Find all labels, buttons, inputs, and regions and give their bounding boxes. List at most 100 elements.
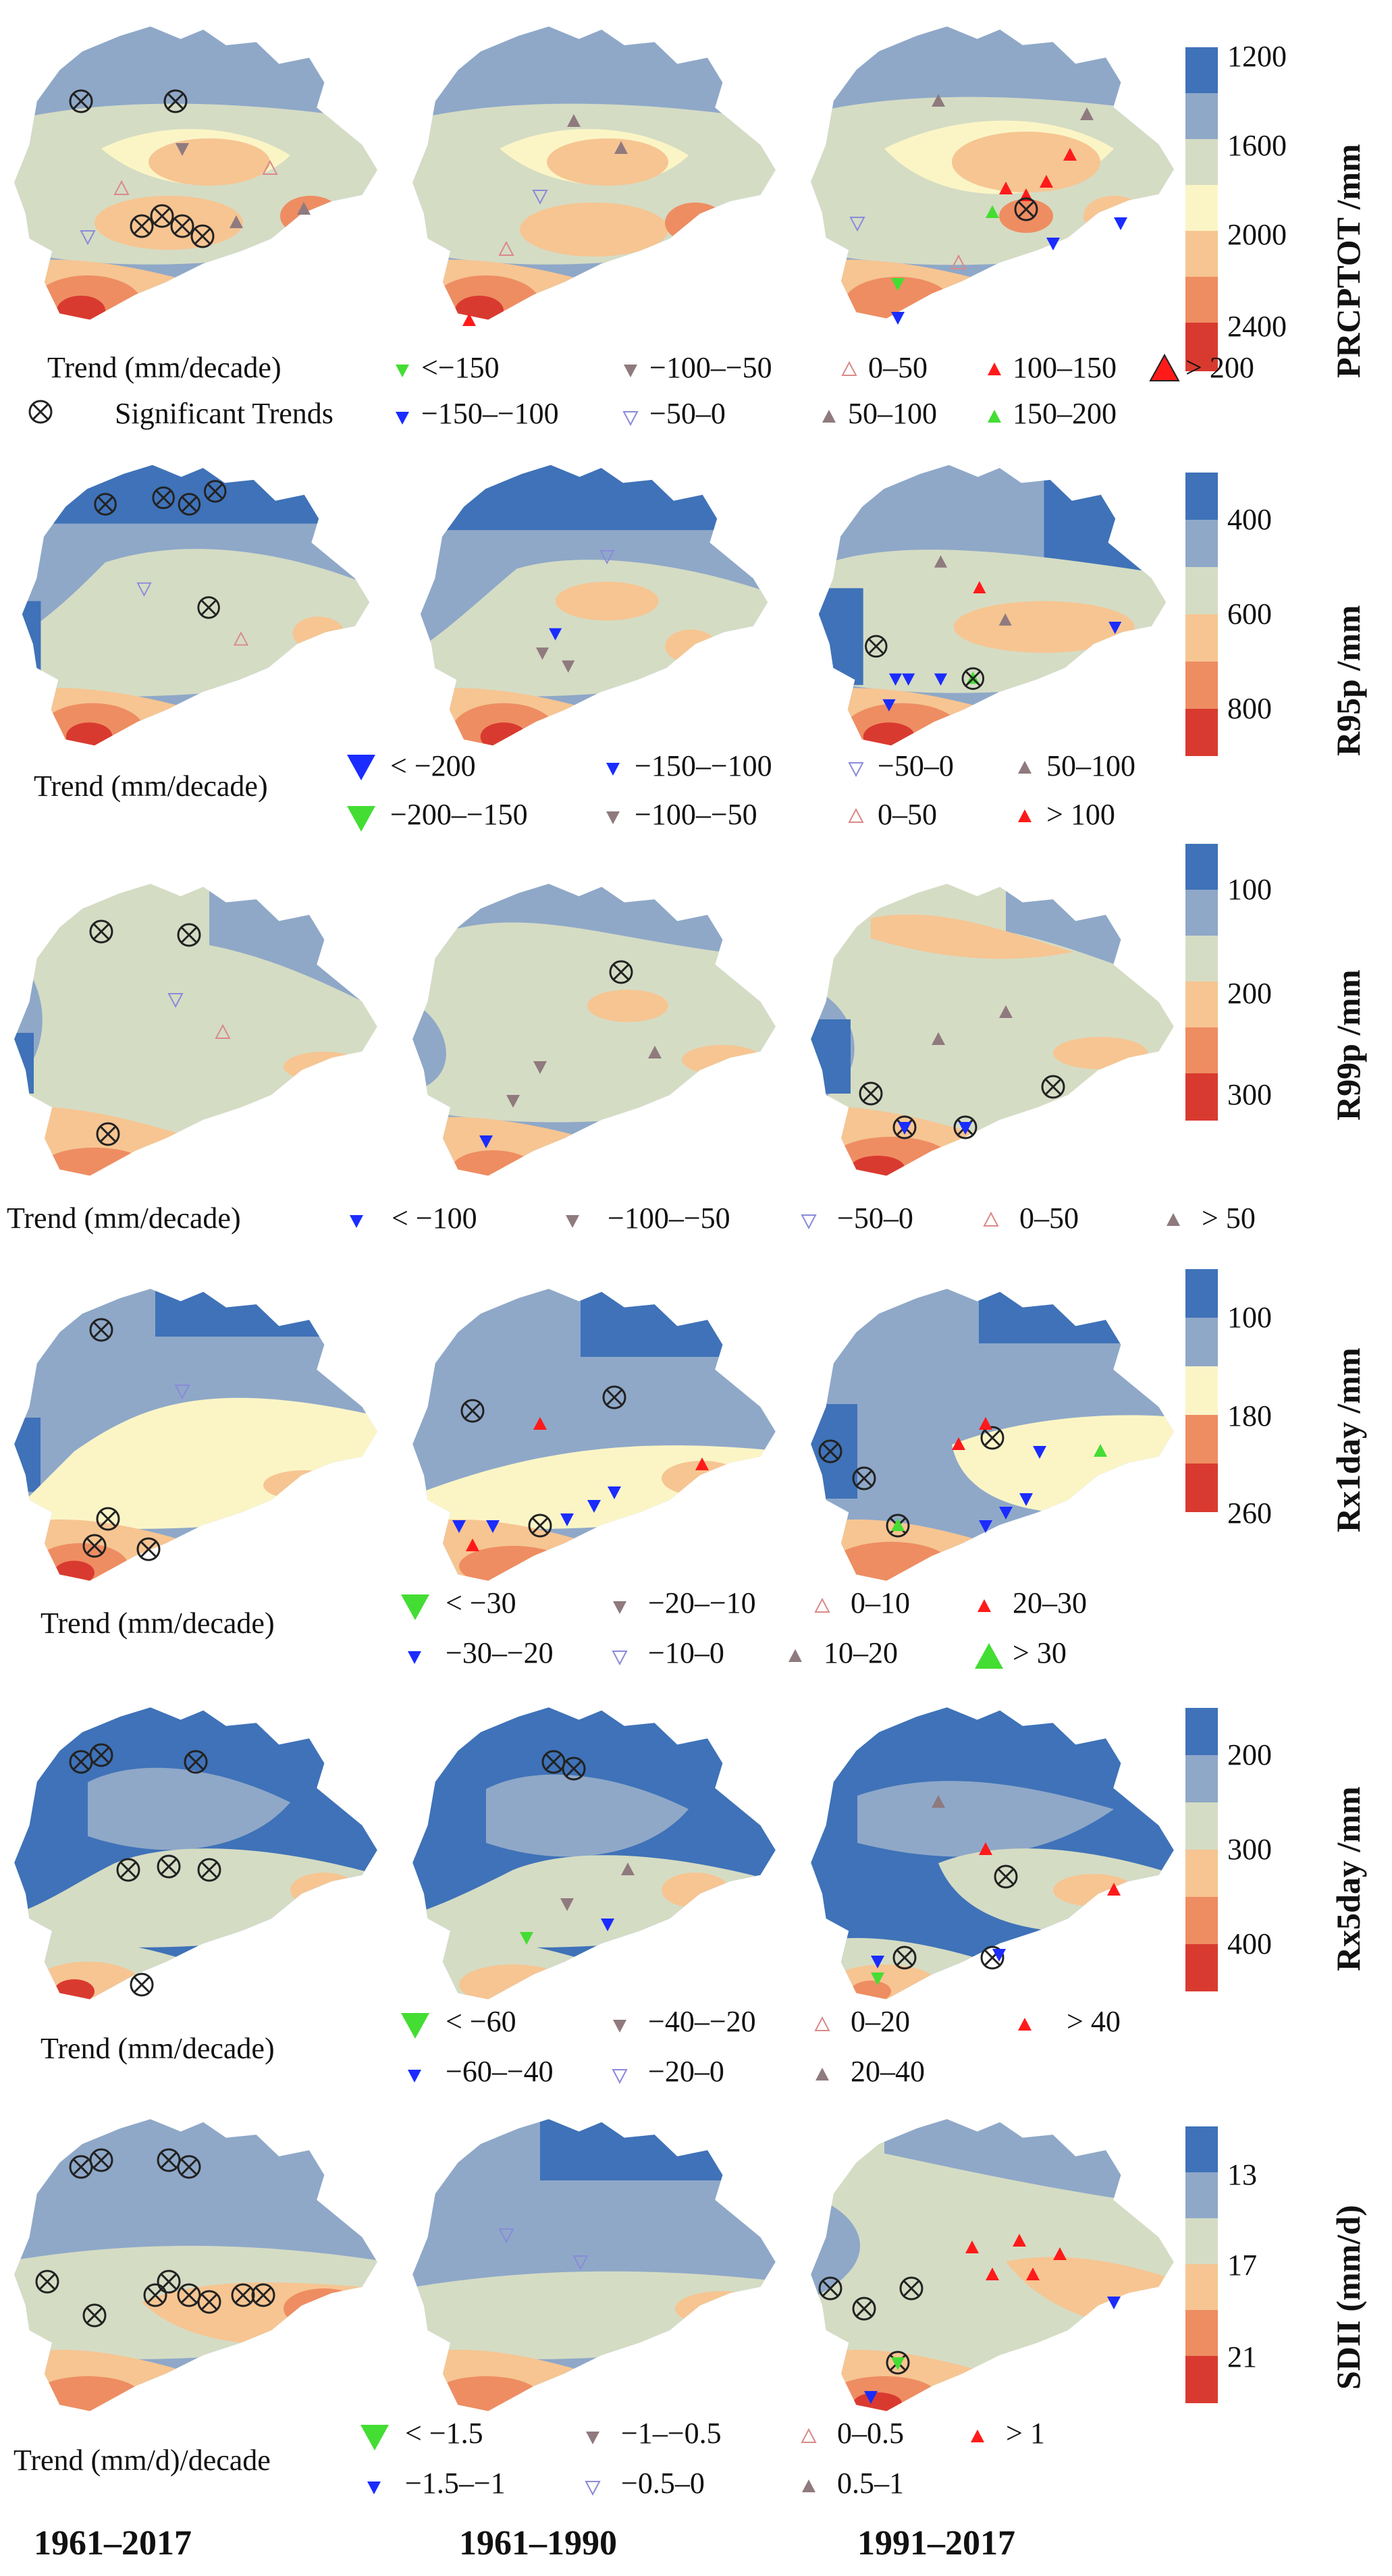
- legend-item: 0–50: [868, 351, 928, 384]
- row-prcptot: 1200 1600 2000 2400 PRCPTOT /mm Trend (m…: [0, 0, 1392, 459]
- legend-item: 50–100: [848, 397, 937, 430]
- map-rx1day-1991-2017: [811, 1289, 1174, 1581]
- row-rx1day: 100 180 260 Rx1day /mm Trend (mm/decade)…: [0, 1269, 1392, 1688]
- tick-label: 200: [1227, 1738, 1272, 1771]
- map-r99p-1961-1990: [412, 884, 776, 1176]
- significant-label: Significant Trends: [115, 397, 333, 430]
- tick-label: 260: [1227, 1497, 1272, 1530]
- legend-item: 150–200: [1013, 397, 1117, 430]
- map-r95p-1961-2017: [22, 464, 370, 746]
- row-rx5day: 200 300 400 Rx5day /mm Trend (mm/decade)…: [0, 1688, 1392, 2106]
- legend-item: −100–−50: [649, 351, 772, 384]
- period-label: 1991–2017: [857, 2524, 1015, 2562]
- legend-item: −100–−50: [608, 1202, 730, 1235]
- legend-item: 0–50: [1019, 1202, 1079, 1235]
- colorbar-r95p: [1185, 473, 1218, 756]
- period-label: 1961–2017: [34, 2524, 192, 2562]
- trend-label: Trend (mm/decade): [47, 351, 282, 384]
- colorbar-rx5day: [1185, 1708, 1218, 1991]
- period-label: 1961–1990: [459, 2524, 617, 2562]
- legend-item: < −30: [446, 1586, 516, 1619]
- tick-label: 100: [1227, 1301, 1272, 1334]
- legend-item: 0–20: [851, 2005, 910, 2038]
- index-label: R99p /mm: [1329, 969, 1367, 1121]
- tick-label: 300: [1227, 1078, 1272, 1111]
- legend-item: < −1.5: [405, 2417, 483, 2450]
- legend-item: −60–−40: [446, 2055, 554, 2088]
- legend-item: > 30: [1013, 1636, 1067, 1669]
- legend-item: −50–0: [878, 749, 954, 782]
- map-rx5day-1961-1990: [412, 1707, 776, 2000]
- legend-item: < −60: [446, 2005, 516, 2038]
- colorbar-r99p: [1185, 844, 1218, 1121]
- map-sdii-1961-1990: [412, 2119, 776, 2411]
- row-sdii: 13 17 21 SDII (mm/d) Trend (mm/d)/decade…: [0, 2106, 1392, 2525]
- legend-item: −20–0: [648, 2055, 724, 2088]
- legend-item: −50–0: [649, 397, 726, 430]
- legend-item: 100–150: [1013, 351, 1117, 384]
- legend-item: 20–30: [1013, 1586, 1087, 1619]
- tick-label: 800: [1227, 692, 1272, 725]
- map-r95p-1991-2017: [818, 464, 1167, 746]
- legend-item: 0–50: [878, 798, 937, 831]
- legend-item: −40–−20: [648, 2005, 756, 2038]
- tick-label: 2000: [1227, 218, 1287, 251]
- index-label: Rx1day /mm: [1329, 1347, 1367, 1532]
- legend-item: > 50: [1202, 1202, 1256, 1235]
- tick-label: 1600: [1227, 129, 1287, 162]
- legend-item: −150–−100: [421, 397, 559, 430]
- colorbar-sdii: [1185, 2126, 1218, 2403]
- map-rx5day-1961-2017: [14, 1707, 377, 2000]
- tick-label: 17: [1227, 2249, 1257, 2282]
- legend-item: −100–−50: [635, 798, 757, 831]
- row-r99p: 100 200 300 R99p /mm Trend (mm/decade) <…: [0, 844, 1392, 1269]
- legend-item: <−150: [421, 351, 500, 384]
- map-r99p-1961-2017: [14, 884, 377, 1176]
- tick-label: 180: [1227, 1399, 1272, 1432]
- legend-item: > 40: [1067, 2005, 1121, 2038]
- trend-label: Trend (mm/d)/decade: [14, 2444, 271, 2477]
- row-r95p: 400 600 800 R95p /mm Trend (mm/decade) <…: [0, 459, 1392, 864]
- legend-item: 0.5–1: [837, 2467, 904, 2500]
- map-prcptot-1961-2017: [14, 26, 377, 320]
- legend-item: −1.5–−1: [405, 2467, 506, 2500]
- tick-label: 400: [1227, 1927, 1272, 1960]
- tick-label: 1200: [1227, 40, 1287, 73]
- trend-label: Trend (mm/decade): [41, 2032, 275, 2065]
- legend-item: 10–20: [824, 1636, 898, 1669]
- legend-item: −1–−0.5: [621, 2417, 722, 2450]
- colorbar-prcptot: [1185, 47, 1218, 371]
- colorbar-rx1day: [1185, 1269, 1218, 1512]
- map-rx5day-1991-2017: [811, 1707, 1174, 2000]
- index-label: PRCPTOT /mm: [1329, 144, 1367, 378]
- map-prcptot-1961-1990: [412, 26, 776, 326]
- map-sdii-1991-2017: [811, 2119, 1174, 2411]
- map-r95p-1961-1990: [420, 464, 768, 746]
- index-label: R95p /mm: [1329, 605, 1367, 756]
- map-prcptot-1991-2017: [811, 26, 1174, 325]
- legend-item: −50–0: [837, 1202, 913, 1235]
- legend-item: < −200: [390, 749, 476, 782]
- legend-item: < −100: [392, 1202, 477, 1235]
- tick-label: 400: [1227, 503, 1272, 536]
- tick-label: 13: [1227, 2158, 1257, 2191]
- map-rx1day-1961-2017: [14, 1289, 377, 1581]
- legend-item: > 200: [1185, 351, 1254, 384]
- legend-item: −0.5–0: [621, 2467, 705, 2500]
- legend-item: −200–−150: [390, 798, 528, 831]
- tick-label: 600: [1227, 597, 1272, 630]
- index-label: Rx5day /mm: [1329, 1786, 1367, 1971]
- legend-item: −150–−100: [635, 749, 772, 782]
- legend-item: 20–40: [851, 2055, 925, 2088]
- tick-label: 300: [1227, 1833, 1272, 1866]
- legend-item: 0–10: [851, 1586, 910, 1619]
- legend-item: 0–0.5: [837, 2417, 904, 2450]
- legend-item: −20–−10: [648, 1586, 756, 1619]
- legend-item: > 1: [1006, 2417, 1045, 2450]
- map-sdii-1961-2017: [14, 2119, 377, 2411]
- trend-label: Trend (mm/decade): [34, 770, 268, 803]
- legend-item: > 100: [1046, 798, 1115, 831]
- trend-label: Trend (mm/decade): [7, 1202, 241, 1235]
- map-r99p-1991-2017: [811, 884, 1174, 1176]
- index-label: SDII (mm/d): [1329, 2205, 1367, 2390]
